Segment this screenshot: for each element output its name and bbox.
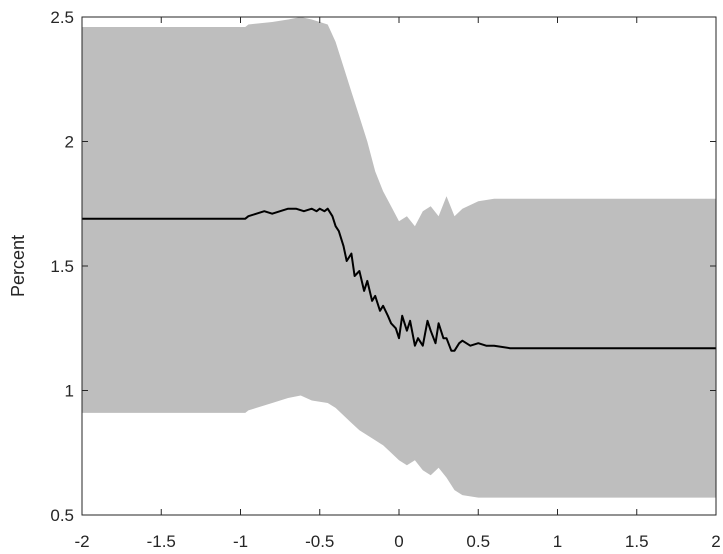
y-tick-label: 1.5 [50,257,74,276]
y-axis-label: Percent [8,235,28,297]
y-tick-label: 0.5 [50,506,74,525]
confidence-band [82,17,716,498]
x-tick-label: 1.5 [625,532,649,551]
plot-area [82,17,716,498]
y-axis: 0.5 1 1.5 2 2.5 [50,8,716,525]
y-tick-label: 2 [65,133,74,152]
x-tick-label: -1.5 [147,532,176,551]
median-line [82,207,716,352]
x-tick-label: -0.5 [305,532,334,551]
x-tick-label: -1 [233,532,248,551]
y-tick-label: 1 [65,382,74,401]
x-tick-label: 1 [553,532,562,551]
x-tick-label: -2 [74,532,89,551]
x-tick-label: 0 [394,532,403,551]
x-tick-label: 0.5 [466,532,490,551]
x-tick-label: 2 [711,532,720,551]
y-tick-label: 2.5 [50,8,74,27]
x-axis: -2 -1.5 -1 -0.5 0 0.5 1 1.5 2 [74,17,721,551]
